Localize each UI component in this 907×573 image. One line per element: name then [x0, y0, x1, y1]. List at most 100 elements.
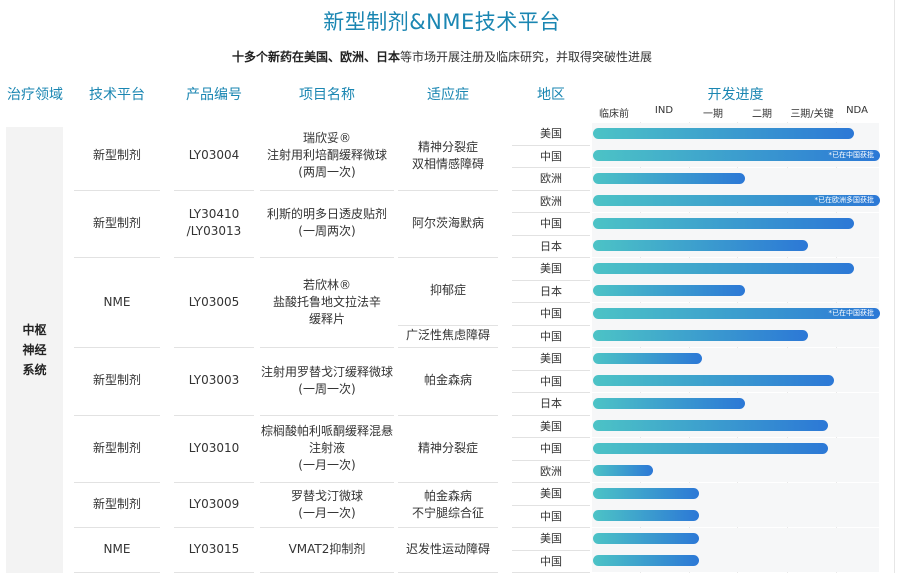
indication-cell-text: 迟发性运动障碍 [405, 542, 490, 556]
progress-bar [593, 262, 854, 274]
row-separator [512, 279, 590, 281]
row-separator [174, 257, 254, 258]
row-separator [260, 257, 394, 258]
platform-cell-text: 新型制剂 [92, 373, 141, 388]
project-name-cell-text: 罗替戈汀微球 (一月一次) [290, 488, 363, 520]
progress-bar [593, 217, 854, 229]
row-separator [512, 212, 590, 213]
row-separator [512, 302, 590, 303]
progress-bar: *已在中国获批 [593, 150, 880, 162]
row-separator [512, 167, 590, 168]
indication-cell: 帕金森病 [398, 347, 498, 415]
platform-cell-text: 新型制剂 [92, 497, 141, 511]
region-cell: 中国 [540, 374, 562, 388]
progress-bar [593, 172, 745, 184]
indication-cell: 阿尔茨海默病 [398, 190, 498, 258]
progress-bar: *已在欧洲多国获批 [593, 195, 880, 207]
progress-bar [593, 375, 834, 387]
progress-bar [593, 442, 828, 454]
row-separator [398, 189, 498, 191]
header-therapeutic-area: 治疗领域 [7, 87, 63, 103]
approval-note: *已在欧洲多国获批 [814, 196, 875, 205]
stage-label: 三期/关键 [790, 109, 834, 120]
header-indication: 适应症 [427, 87, 469, 103]
progress-bar [593, 532, 699, 544]
indication-cell: 迟发性运动障碍 [398, 527, 498, 572]
row-separator [512, 504, 590, 506]
stage-label: 二期 [752, 109, 772, 120]
region-cell: 美国 [540, 127, 562, 141]
progress-bar: *已在中国获批 [593, 307, 880, 319]
row-separator [398, 482, 498, 483]
region-cell: 日本 [540, 284, 562, 298]
project-name-cell-text: 注射用罗替戈汀缓释微球 (一周一次) [260, 364, 393, 396]
indication-cell-text: 阿尔茨海默病 [411, 215, 484, 230]
project-name-cell-text: VMAT2抑制剂 [288, 542, 366, 556]
progress-bar [593, 487, 699, 499]
stage-label: 临床前 [599, 109, 629, 120]
platform-cell: NME [74, 257, 160, 347]
product-code-cell: LY03010 [174, 415, 254, 483]
project-name-cell-text: 瑞欣妥® 注射用利培酮缓释微球 (两周一次) [266, 131, 387, 180]
region-cell: 美国 [540, 487, 562, 501]
region-cell: 美国 [540, 419, 562, 433]
product-code-cell-text: LY30410 /LY03013 [186, 207, 242, 239]
indication-cell: 精神分裂症 [398, 415, 498, 483]
row-separator [512, 482, 590, 483]
product-code-cell-text: LY03004 [188, 148, 240, 163]
row-separator [74, 414, 160, 416]
project-name-cell: 注射用罗替戈汀缓释微球 (一周一次) [260, 347, 394, 415]
header-region: 地区 [537, 87, 565, 103]
indication-cell: 广泛性焦虑障碍 [398, 325, 498, 348]
platform-cell: 新型制剂 [74, 347, 160, 415]
row-separator [74, 189, 160, 191]
approval-note: *已在中国获批 [828, 151, 875, 160]
indication-cell-text: 精神分裂症 [417, 440, 478, 455]
platform-cell-text: NME [103, 542, 131, 556]
indication-cell-text: 帕金森病 [423, 373, 472, 388]
project-name-cell: 瑞欣妥® 注射用利培酮缓释微球 (两周一次) [260, 122, 394, 190]
progress-bar [593, 510, 699, 522]
region-cell: 中国 [540, 509, 562, 523]
row-separator [512, 324, 590, 326]
row-separator [512, 414, 590, 416]
project-name-cell: 棕榈酸帕利哌酮缓释混悬 注射液 (一月一次) [260, 415, 394, 483]
product-code-cell: LY03003 [174, 347, 254, 415]
row-separator [74, 257, 160, 258]
indication-cell: 帕金森病 不宁腿综合征 [398, 482, 498, 527]
product-code-cell-text: LY03010 [188, 440, 240, 455]
region-cell: 中国 [540, 329, 562, 343]
region-cell: 中国 [540, 442, 562, 456]
row-separator [398, 324, 498, 326]
platform-cell: 新型制剂 [74, 190, 160, 258]
project-name-cell: 罗替戈汀微球 (一月一次) [260, 482, 394, 527]
region-cell: 中国 [540, 307, 562, 321]
region-cell: 中国 [540, 217, 562, 231]
row-separator [260, 527, 394, 528]
row-separator [512, 437, 590, 438]
subtitle-rest: 等市场开展注册及临床研究，并取得突破性进展 [400, 50, 653, 64]
row-separator [260, 482, 394, 483]
progress-bar [593, 352, 702, 364]
indication-cell-text: 抑郁症 [429, 283, 466, 298]
row-separator [512, 392, 590, 393]
product-code-cell: LY03009 [174, 482, 254, 527]
product-code-cell: LY30410 /LY03013 [174, 190, 254, 258]
progress-bar [593, 420, 828, 432]
platform-cell: 新型制剂 [74, 122, 160, 190]
row-separator [260, 189, 394, 191]
row-separator [260, 347, 394, 348]
subtitle-highlight: 十多个新药在美国、欧洲、日本 [231, 50, 400, 64]
row-separator [512, 257, 590, 258]
therapeutic-area-label: 中枢 神经 系统 [22, 323, 47, 377]
row-separator [512, 369, 590, 371]
row-separator [174, 482, 254, 483]
row-separator [260, 414, 394, 416]
platform-cell-text: 新型制剂 [92, 148, 141, 163]
platform-cell: NME [74, 527, 160, 572]
progress-bar [593, 285, 745, 297]
progress-bar [593, 240, 808, 252]
progress-bar [593, 397, 745, 409]
row-separator [512, 234, 590, 236]
region-cell: 欧洲 [540, 194, 562, 208]
